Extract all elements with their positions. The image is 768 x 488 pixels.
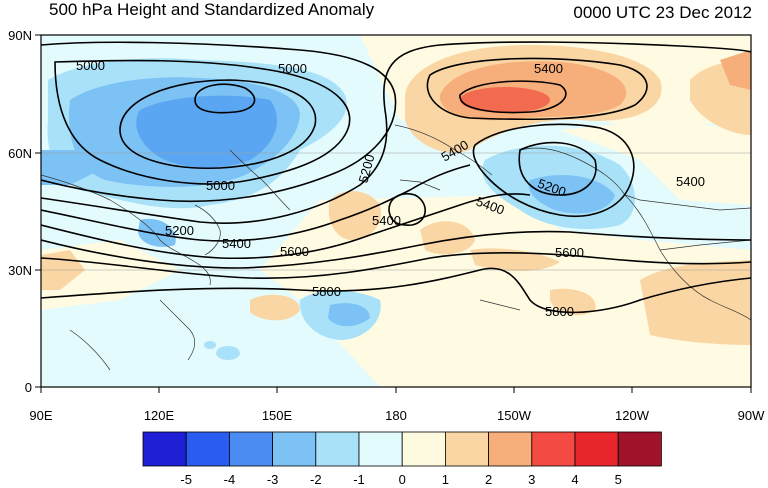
lat-label: 0: [25, 380, 32, 395]
colorbar: [142, 431, 662, 467]
colorbar-label: -4: [224, 472, 236, 487]
colorbar-swatch: [185, 431, 230, 467]
anomaly-shading: [41, 35, 751, 387]
colorbar-swatch: [617, 431, 662, 467]
contour-label: 5000: [206, 178, 235, 193]
lat-label: 90N: [8, 28, 32, 43]
lat-label: 30N: [8, 263, 32, 278]
contour-label: 5400: [222, 236, 251, 251]
colorbar-swatch: [142, 431, 187, 467]
contour-label: 5400: [372, 213, 401, 228]
colorbar-label: -2: [310, 472, 322, 487]
contour-label: 5000: [76, 58, 105, 73]
contour-label: 5800: [312, 284, 341, 299]
lat-label: 60N: [8, 146, 32, 161]
colorbar-label: 5: [615, 472, 622, 487]
height-contours: [41, 41, 751, 314]
colorbar-label: -3: [267, 472, 279, 487]
colorbar-swatch: [228, 431, 273, 467]
axis-ticks: [35, 34, 752, 393]
map-date: 0000 UTC 23 Dec 2012: [573, 3, 752, 22]
lon-label: 120E: [144, 408, 175, 423]
colorbar-swatch: [401, 431, 446, 467]
colorbar-swatch: [574, 431, 619, 467]
lon-label: 150E: [262, 408, 293, 423]
lon-label: 90E: [29, 408, 52, 423]
lon-label: 90W: [738, 408, 765, 423]
colorbar-label: 1: [442, 472, 449, 487]
colorbar-label: 4: [571, 472, 578, 487]
colorbar-swatch: [315, 431, 360, 467]
contour-label: 5000: [278, 61, 307, 76]
longitude-labels: 90E 120E 150E 180 150W 120W 90W: [29, 408, 765, 423]
colorbar-label: 0: [399, 472, 406, 487]
lon-label: 180: [385, 408, 407, 423]
map-title: 500 hPa Height and Standardized Anomaly: [49, 0, 375, 19]
lon-label: 150W: [497, 408, 532, 423]
contour-label: 5600: [280, 244, 309, 259]
colorbar-swatch: [444, 431, 489, 467]
colorbar-label: 3: [528, 472, 535, 487]
contour-label: 5400: [676, 174, 705, 189]
contour-label: 5200: [356, 153, 378, 185]
contour-label: 5600: [555, 245, 584, 260]
colorbar-label: 2: [485, 472, 492, 487]
colorbar-label: -1: [353, 472, 365, 487]
colorbar-labels: -5 -4 -3 -2 -1 0 1 2 3 4 5: [180, 472, 621, 487]
lon-label: 120W: [615, 408, 650, 423]
contour-label: 5800: [545, 304, 574, 319]
colorbar-swatch: [358, 431, 403, 467]
contour-label: 5200: [165, 223, 194, 238]
colorbar-swatch: [488, 431, 533, 467]
colorbar-swatch: [272, 431, 317, 467]
colorbar-swatch: [531, 431, 576, 467]
latitude-labels: 90N 60N 30N 0: [8, 28, 32, 395]
colorbar-label: -5: [180, 472, 192, 487]
contour-label: 5400: [534, 61, 563, 76]
